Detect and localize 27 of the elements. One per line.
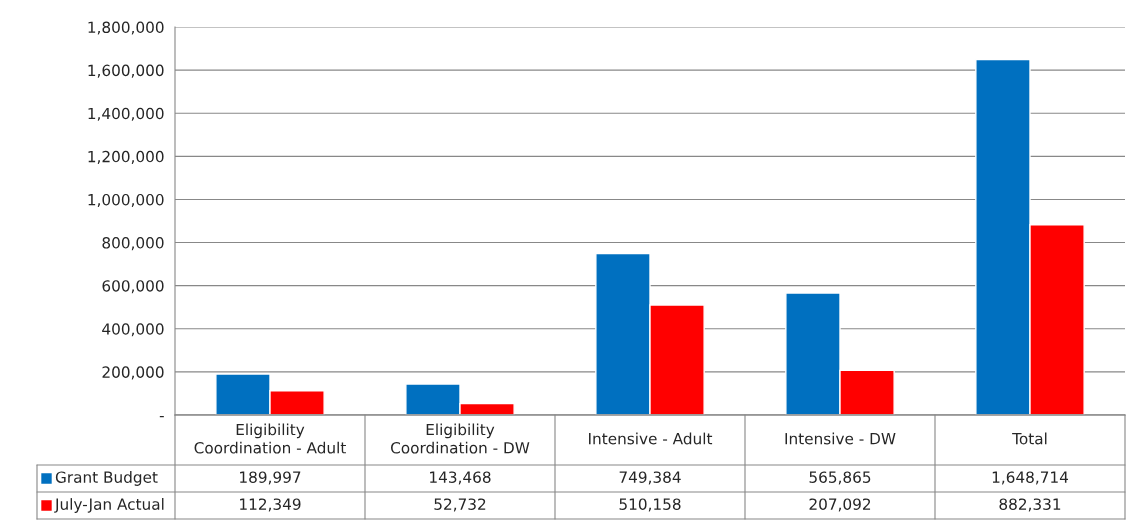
data-label: 510,158 [619, 498, 681, 512]
data-label: 207,092 [809, 498, 871, 512]
y-tick-label: 400,000 [102, 323, 164, 337]
data-label: 882,331 [999, 498, 1061, 512]
data-label: 749,384 [619, 471, 681, 485]
y-tick-label: 1,000,000 [88, 193, 164, 208]
y-tick-label: 1,200,000 [88, 150, 164, 164]
y-tick-label: 800,000 [102, 237, 164, 251]
y-tick-label: 200,000 [102, 366, 164, 380]
y-tick-label: - [159, 416, 164, 418]
data-label: 143,468 [430, 471, 491, 485]
x-tick-label: Eligibility Coordination - DW [391, 423, 530, 454]
data-label: 112,349 [240, 498, 301, 512]
x-tick-label: Total [1012, 432, 1047, 445]
y-tick-label: 600,000 [102, 280, 164, 294]
y-tick-label: 1,600,000 [88, 64, 164, 78]
y-tick-label: 1,400,000 [88, 107, 164, 121]
x-tick-label: Intensive - Adult [589, 432, 713, 445]
data-label: 1,648,714 [992, 471, 1069, 485]
data-label: 52,732 [434, 498, 486, 512]
data-label: 189,997 [240, 471, 301, 485]
legend-label: July-Jan Actual [54, 498, 164, 513]
data-label: 565,865 [809, 471, 871, 485]
x-tick-label: Eligibility Coordination - Adult [194, 423, 346, 454]
x-tick-label: Intensive - DW [785, 432, 896, 445]
legend-label: Grant Budget [55, 471, 158, 486]
y-tick-label: 1,800,000 [88, 21, 164, 35]
